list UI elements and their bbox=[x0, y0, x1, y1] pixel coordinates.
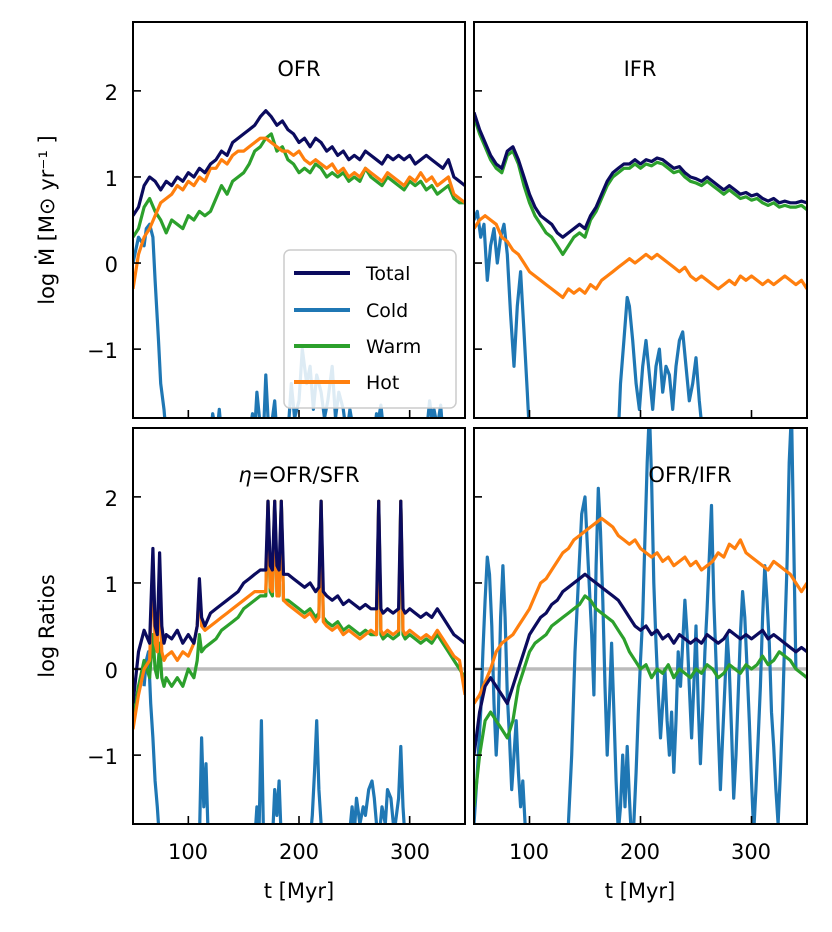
x-tick-label: 300 bbox=[390, 840, 430, 864]
series-layer bbox=[474, 111, 807, 418]
y-tick-label: 2 bbox=[105, 81, 118, 105]
legend-label-hot: Hot bbox=[366, 372, 399, 394]
x-axis-label: t [Myr] bbox=[605, 879, 675, 903]
series-line-total bbox=[133, 499, 465, 704]
series-line-cold bbox=[254, 719, 265, 824]
legend-label-cold: Cold bbox=[366, 300, 408, 322]
y-tick-label: −1 bbox=[87, 339, 118, 363]
plot-area bbox=[474, 22, 807, 418]
series-line-cold bbox=[617, 295, 703, 418]
legend-label-warm: Warm bbox=[366, 336, 421, 358]
series-line-total bbox=[474, 111, 807, 239]
panel-eta: η=OFR/SFR −1 0 1 2 log Ratios 100 200 30… bbox=[35, 427, 466, 903]
panel-ofr-ifr: OFR/IFR 100 200 300 t [Myr] bbox=[473, 427, 808, 903]
legend: Total Cold Warm Hot bbox=[283, 249, 457, 409]
x-tick-label: 200 bbox=[620, 840, 660, 864]
series-line-cold bbox=[474, 555, 527, 824]
x-tick-label: 200 bbox=[279, 840, 319, 864]
series-line-warm bbox=[474, 116, 807, 256]
series-line-warm bbox=[474, 594, 807, 807]
series-line-cold bbox=[309, 719, 323, 824]
plot-area bbox=[133, 428, 465, 824]
tick-layer bbox=[474, 496, 753, 824]
tick-layer bbox=[474, 90, 753, 418]
series-line-cold bbox=[348, 744, 406, 824]
series-line-warm bbox=[133, 132, 465, 239]
panel-title-text: =OFR/SFR bbox=[252, 463, 360, 487]
y-tick-label: 0 bbox=[105, 659, 118, 683]
y-tick-label: 1 bbox=[105, 167, 118, 191]
y-axis-label: log Ratios bbox=[35, 574, 59, 678]
panel-ofr: OFR −1 0 1 2 log Ṁ [M⊙ yr⁻¹ ] Total Cold… bbox=[34, 21, 466, 419]
panel-title: OFR bbox=[277, 57, 320, 81]
y-axis-label: log Ṁ [M⊙ yr⁻¹ ] bbox=[34, 135, 59, 305]
series-line-total bbox=[474, 572, 807, 756]
plot-frame bbox=[473, 427, 808, 825]
panel-title: η=OFR/SFR bbox=[238, 463, 359, 487]
legend-label-total: Total bbox=[365, 263, 410, 285]
series-line-hot bbox=[474, 214, 807, 300]
panel-title-symbol: η bbox=[238, 463, 251, 487]
plot-frame bbox=[132, 21, 466, 419]
y-tick-label: 0 bbox=[105, 253, 118, 277]
plot-frame bbox=[473, 21, 808, 419]
y-tick-label: 1 bbox=[105, 573, 118, 597]
x-axis-label: t [Myr] bbox=[264, 879, 334, 903]
panel-ifr: IFR bbox=[473, 21, 808, 419]
series-line-cold bbox=[474, 209, 531, 418]
series-layer bbox=[133, 499, 465, 824]
series-line-hot bbox=[474, 516, 807, 705]
series-line-total bbox=[133, 109, 465, 217]
series-line-hot bbox=[133, 136, 465, 290]
series-line-cold bbox=[271, 779, 283, 824]
series-line-cold bbox=[566, 428, 798, 824]
x-tick-label: 100 bbox=[509, 840, 549, 864]
tick-layer bbox=[133, 90, 411, 418]
x-tick-label: 100 bbox=[168, 840, 208, 864]
legend-frame bbox=[283, 249, 457, 409]
panel-title: OFR/IFR bbox=[648, 463, 731, 487]
tick-layer bbox=[133, 496, 411, 824]
x-tick-label: 300 bbox=[731, 840, 771, 864]
series-layer bbox=[474, 428, 807, 824]
series-line-cold bbox=[142, 650, 161, 824]
y-tick-label: 2 bbox=[105, 487, 118, 511]
plot-frame bbox=[132, 427, 466, 825]
y-tick-label: −1 bbox=[87, 745, 118, 769]
series-line-cold bbox=[198, 736, 210, 824]
panel-title: IFR bbox=[624, 57, 657, 81]
